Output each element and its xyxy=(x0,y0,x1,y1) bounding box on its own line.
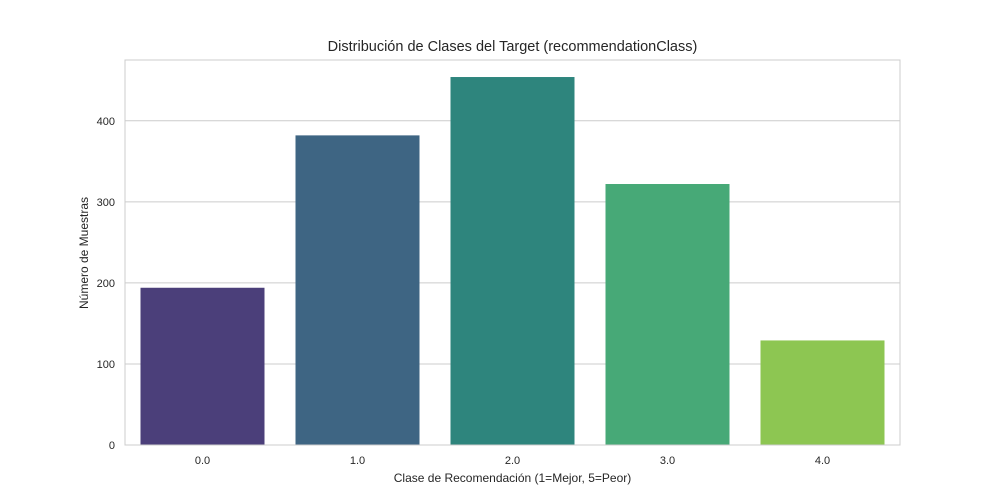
bar-2.0 xyxy=(450,77,575,445)
bar-1.0 xyxy=(295,135,420,445)
x-tick-labels: 0.0 1.0 2.0 3.0 4.0 xyxy=(195,455,830,467)
y-axis-label: Número de Muestras xyxy=(77,197,91,309)
x-tick-label: 3.0 xyxy=(660,455,675,467)
bar-3.0 xyxy=(605,184,730,445)
x-tick-label: 1.0 xyxy=(350,455,365,467)
x-tick-label: 4.0 xyxy=(815,455,830,467)
bar-4.0 xyxy=(760,340,885,445)
x-tick-label: 2.0 xyxy=(505,455,520,467)
x-axis-label: Clase de Recomendación (1=Mejor, 5=Peor) xyxy=(394,471,631,485)
chart-title: Distribución de Clases del Target (recom… xyxy=(328,39,698,55)
y-tick-labels: 0 100 200 300 400 xyxy=(97,116,115,452)
y-tick-label: 100 xyxy=(97,359,115,371)
y-tick-label: 0 xyxy=(109,440,115,452)
bars xyxy=(140,77,885,445)
y-tick-label: 200 xyxy=(97,278,115,290)
x-tick-label: 0.0 xyxy=(195,455,210,467)
bar-0.0 xyxy=(140,287,265,445)
y-tick-label: 400 xyxy=(97,116,115,128)
plot-frame xyxy=(124,59,901,446)
y-tick-label: 300 xyxy=(97,197,115,209)
